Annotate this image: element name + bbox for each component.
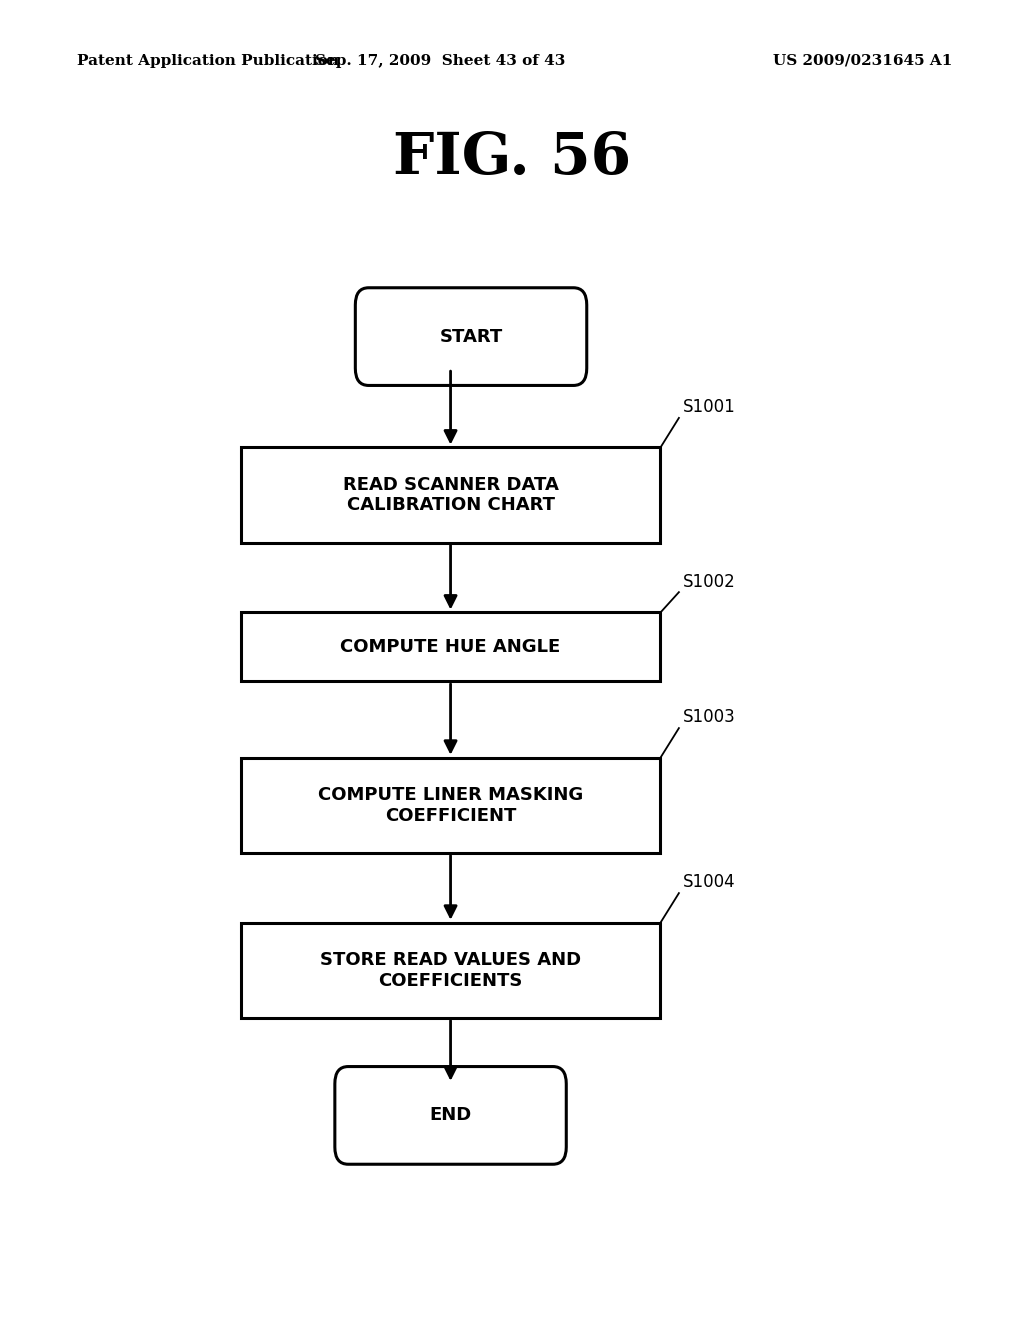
Text: COMPUTE LINER MASKING
COEFFICIENT: COMPUTE LINER MASKING COEFFICIENT bbox=[317, 785, 584, 825]
Text: COMPUTE HUE ANGLE: COMPUTE HUE ANGLE bbox=[340, 638, 561, 656]
Text: END: END bbox=[429, 1106, 472, 1125]
Text: Patent Application Publication: Patent Application Publication bbox=[77, 54, 339, 67]
Text: S1003: S1003 bbox=[683, 708, 736, 726]
FancyBboxPatch shape bbox=[355, 288, 587, 385]
Bar bbox=[241, 758, 660, 853]
Bar bbox=[241, 923, 660, 1018]
Text: US 2009/0231645 A1: US 2009/0231645 A1 bbox=[773, 54, 952, 67]
Text: Sep. 17, 2009  Sheet 43 of 43: Sep. 17, 2009 Sheet 43 of 43 bbox=[315, 54, 565, 67]
Text: STORE READ VALUES AND
COEFFICIENTS: STORE READ VALUES AND COEFFICIENTS bbox=[319, 950, 582, 990]
Bar bbox=[241, 447, 660, 543]
Text: FIG. 56: FIG. 56 bbox=[393, 131, 631, 186]
Text: START: START bbox=[439, 327, 503, 346]
Text: READ SCANNER DATA
CALIBRATION CHART: READ SCANNER DATA CALIBRATION CHART bbox=[343, 475, 558, 515]
Bar bbox=[241, 612, 660, 681]
Text: S1004: S1004 bbox=[683, 873, 735, 891]
FancyBboxPatch shape bbox=[335, 1067, 566, 1164]
Text: S1002: S1002 bbox=[683, 573, 736, 591]
Text: S1001: S1001 bbox=[683, 397, 736, 416]
